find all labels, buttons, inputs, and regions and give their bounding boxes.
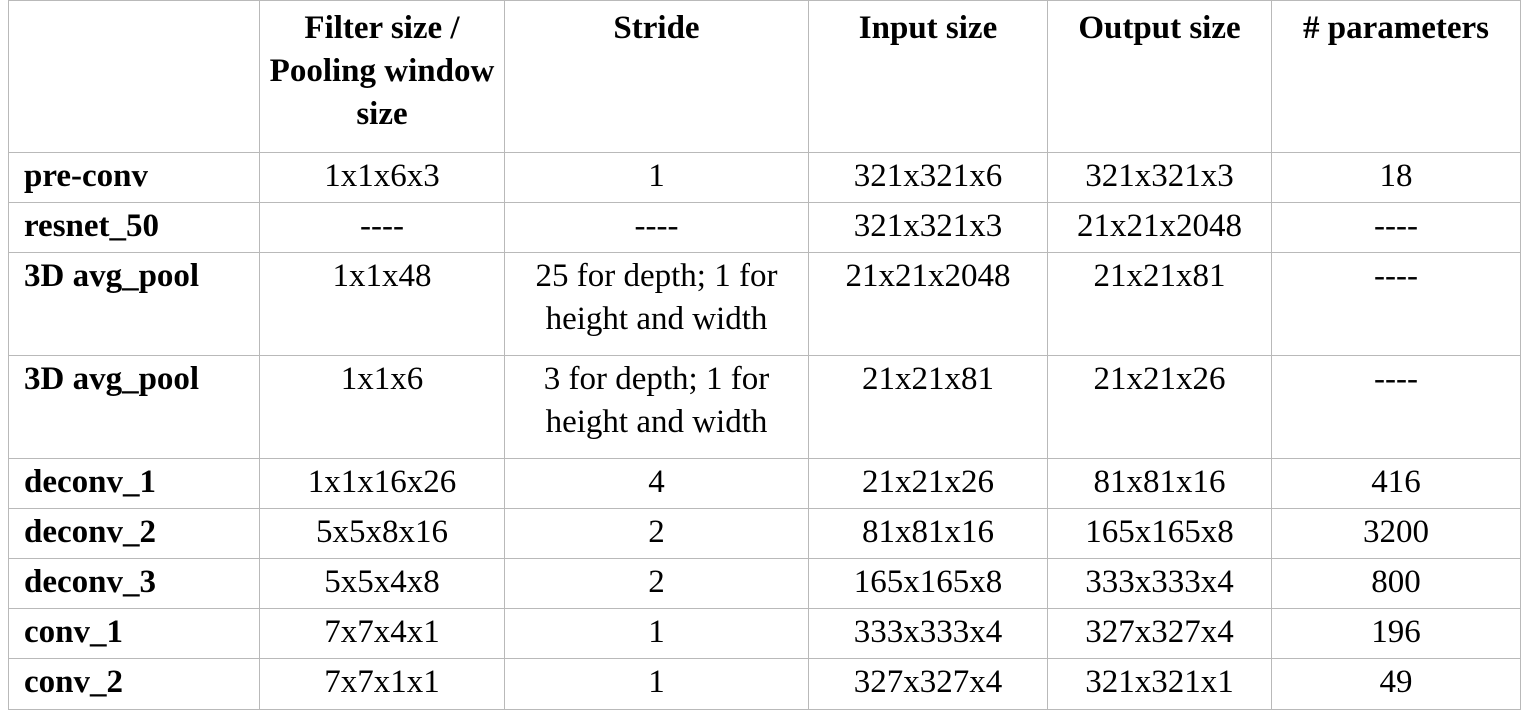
output-size-cell: 21x21x26 bbox=[1047, 355, 1272, 459]
parameters-cell: 416 bbox=[1271, 458, 1521, 509]
parameters-cell: 49 bbox=[1271, 658, 1521, 710]
input-size-cell: 21x21x26 bbox=[808, 458, 1048, 509]
layer-name: 3D avg_pool bbox=[8, 252, 260, 356]
parameters-cell: 18 bbox=[1271, 152, 1521, 203]
stride-cell: 1 bbox=[504, 608, 809, 659]
table-row: deconv_2 5x5x8x16 2 81x81x16 165x165x8 3… bbox=[8, 508, 1521, 559]
filter-size-cell: 5x5x8x16 bbox=[259, 508, 505, 559]
table-row: conv_1 7x7x4x1 1 333x333x4 327x327x4 196 bbox=[8, 608, 1521, 659]
output-size-cell: 165x165x8 bbox=[1047, 508, 1272, 559]
input-size-cell: 81x81x16 bbox=[808, 508, 1048, 559]
input-size-cell: 333x333x4 bbox=[808, 608, 1048, 659]
output-size-cell: 321x321x3 bbox=[1047, 152, 1272, 203]
parameters-cell: ---- bbox=[1271, 252, 1521, 356]
stride-cell: 3 for depth; 1 for height and width bbox=[504, 355, 809, 459]
header-filter-size: Filter size / Pooling window size bbox=[259, 0, 505, 153]
layer-name: conv_1 bbox=[8, 608, 260, 659]
stride-cell: 2 bbox=[504, 558, 809, 609]
stride-cell: 4 bbox=[504, 458, 809, 509]
output-size-cell: 333x333x4 bbox=[1047, 558, 1272, 609]
table-row: conv_2 7x7x1x1 1 327x327x4 321x321x1 49 bbox=[8, 658, 1521, 710]
output-size-cell: 21x21x81 bbox=[1047, 252, 1272, 356]
table-row: deconv_3 5x5x4x8 2 165x165x8 333x333x4 8… bbox=[8, 558, 1521, 609]
stride-cell: 25 for depth; 1 for height and width bbox=[504, 252, 809, 356]
input-size-cell: 321x321x3 bbox=[808, 202, 1048, 253]
output-size-cell: 21x21x2048 bbox=[1047, 202, 1272, 253]
layer-name: resnet_50 bbox=[8, 202, 260, 253]
stride-cell: ---- bbox=[504, 202, 809, 253]
parameters-cell: 800 bbox=[1271, 558, 1521, 609]
table-row: resnet_50 ---- ---- 321x321x3 21x21x2048… bbox=[8, 202, 1521, 253]
parameters-cell: ---- bbox=[1271, 355, 1521, 459]
layer-name: 3D avg_pool bbox=[8, 355, 260, 459]
layer-name: pre-conv bbox=[8, 152, 260, 203]
filter-size-cell: 7x7x4x1 bbox=[259, 608, 505, 659]
output-size-cell: 321x321x1 bbox=[1047, 658, 1272, 710]
header-input-size: Input size bbox=[808, 0, 1048, 153]
input-size-cell: 21x21x2048 bbox=[808, 252, 1048, 356]
input-size-cell: 165x165x8 bbox=[808, 558, 1048, 609]
input-size-cell: 327x327x4 bbox=[808, 658, 1048, 710]
header-parameters: # parameters bbox=[1271, 0, 1521, 153]
table-row: deconv_1 1x1x16x26 4 21x21x26 81x81x16 4… bbox=[8, 458, 1521, 509]
layer-name: conv_2 bbox=[8, 658, 260, 710]
header-stride: Stride bbox=[504, 0, 809, 153]
header-row: Filter size / Pooling window size Stride… bbox=[8, 0, 1521, 153]
header-output-size: Output size bbox=[1047, 0, 1272, 153]
filter-size-cell: 7x7x1x1 bbox=[259, 658, 505, 710]
output-size-cell: 81x81x16 bbox=[1047, 458, 1272, 509]
input-size-cell: 321x321x6 bbox=[808, 152, 1048, 203]
filter-size-cell: ---- bbox=[259, 202, 505, 253]
filter-size-cell: 5x5x4x8 bbox=[259, 558, 505, 609]
layer-name: deconv_2 bbox=[8, 508, 260, 559]
input-size-cell: 21x21x81 bbox=[808, 355, 1048, 459]
filter-size-cell: 1x1x48 bbox=[259, 252, 505, 356]
parameters-cell: 3200 bbox=[1271, 508, 1521, 559]
filter-size-cell: 1x1x16x26 bbox=[259, 458, 505, 509]
stride-cell: 2 bbox=[504, 508, 809, 559]
table-row: 3D avg_pool 1x1x6 3 for depth; 1 for hei… bbox=[8, 355, 1521, 459]
table-row: pre-conv 1x1x6x3 1 321x321x6 321x321x3 1… bbox=[8, 152, 1521, 203]
parameters-cell: 196 bbox=[1271, 608, 1521, 659]
header-layer bbox=[8, 0, 260, 153]
parameters-cell: ---- bbox=[1271, 202, 1521, 253]
network-architecture-table: Filter size / Pooling window size Stride… bbox=[8, 0, 1521, 710]
layer-name: deconv_1 bbox=[8, 458, 260, 509]
table-row: 3D avg_pool 1x1x48 25 for depth; 1 for h… bbox=[8, 252, 1521, 356]
filter-size-cell: 1x1x6x3 bbox=[259, 152, 505, 203]
stride-cell: 1 bbox=[504, 658, 809, 710]
stride-cell: 1 bbox=[504, 152, 809, 203]
output-size-cell: 327x327x4 bbox=[1047, 608, 1272, 659]
layer-name: deconv_3 bbox=[8, 558, 260, 609]
filter-size-cell: 1x1x6 bbox=[259, 355, 505, 459]
